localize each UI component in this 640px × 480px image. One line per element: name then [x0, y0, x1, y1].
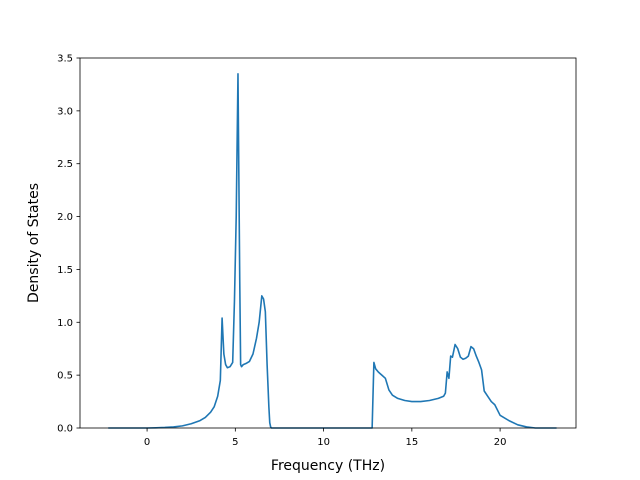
y-tick-label: 3.0 [57, 106, 73, 117]
x-tick-label: 5 [232, 437, 238, 448]
x-axis-label: Frequency (THz) [271, 458, 385, 474]
y-tick-label: 2.0 [57, 212, 73, 223]
x-axis-ticks: 0 5 10 15 20 [144, 428, 507, 448]
y-axis-ticks: 0.0 0.5 1.0 1.5 2.0 2.5 3.0 3.5 [57, 54, 80, 435]
y-tick-label: 3.5 [57, 54, 73, 65]
y-tick-label: 0.5 [57, 371, 73, 382]
x-tick-label: 10 [317, 437, 330, 448]
x-tick-label: 0 [144, 437, 150, 448]
y-tick-label: 1.0 [57, 318, 73, 329]
y-axis-label: Density of States [26, 183, 42, 303]
y-tick-label: 1.5 [57, 265, 73, 276]
plot-area [80, 58, 576, 428]
y-tick-label: 0.0 [57, 424, 73, 435]
x-tick-label: 20 [494, 437, 507, 448]
x-tick-label: 15 [405, 437, 418, 448]
plot-frame [79, 57, 577, 429]
y-tick-label: 2.5 [57, 159, 73, 170]
